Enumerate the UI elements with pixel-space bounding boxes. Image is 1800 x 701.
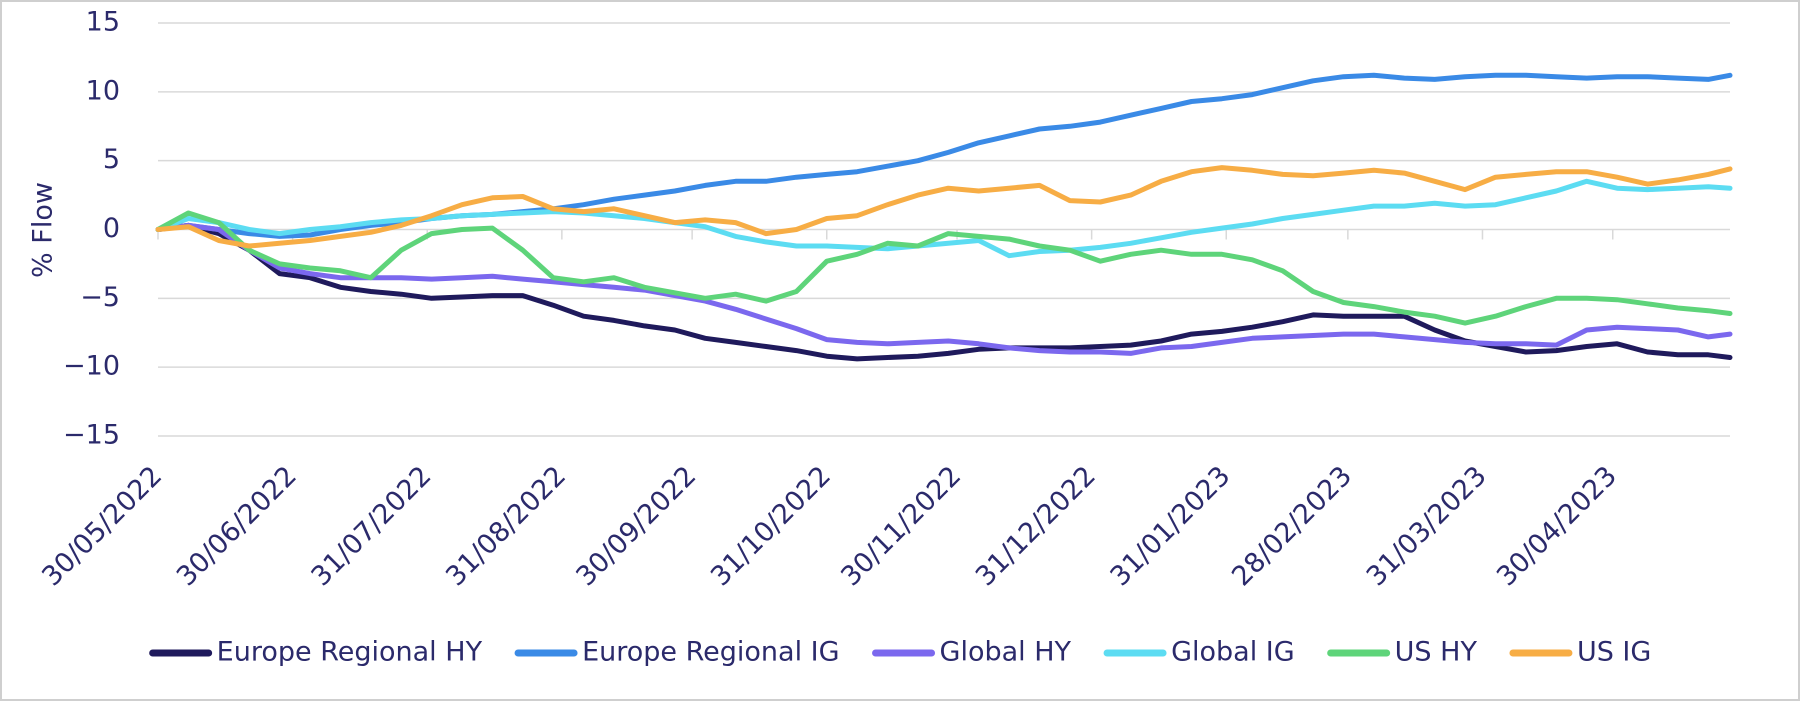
y-tick-label: −15	[63, 420, 120, 451]
legend-label: Global IG	[1171, 637, 1295, 668]
legend-label: US IG	[1577, 637, 1651, 668]
legend-label: Europe Regional IG	[582, 637, 839, 668]
y-tick-label: −10	[63, 351, 120, 382]
y-tick-label: 10	[86, 75, 120, 106]
y-axis-label: % Flow	[28, 182, 59, 278]
legend: Europe Regional HY Europe Regional IG Glob…	[149, 637, 1651, 668]
legend-label: Europe Regional HY	[217, 637, 483, 668]
y-tick-label: 0	[103, 213, 120, 244]
legend-label: Global HY	[940, 637, 1072, 668]
series-line	[155, 222, 1733, 356]
y-tick-label: 5	[103, 144, 120, 175]
series-line	[155, 165, 1733, 249]
series-line	[155, 210, 1733, 326]
y-tick-label: −5	[80, 282, 120, 313]
legend-label: US HY	[1395, 637, 1478, 668]
y-tick-label: 15	[86, 7, 120, 38]
